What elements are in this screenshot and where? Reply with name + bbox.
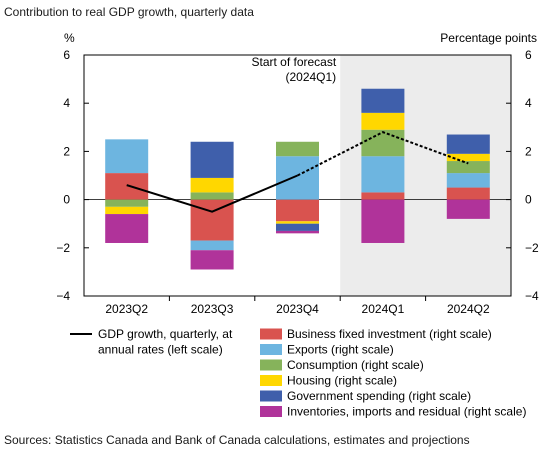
bar-segment — [361, 199, 405, 243]
bar-segment — [276, 230, 319, 234]
y-tick-label-left: −4 — [56, 289, 70, 303]
bar-segment — [361, 88, 405, 113]
x-tick-label: 2024Q2 — [447, 302, 490, 316]
legend-label-gdp: GDP growth, quarterly, at — [98, 327, 233, 341]
legend-swatch — [260, 344, 282, 355]
bar-segment — [105, 173, 149, 200]
x-tick-label: 2024Q1 — [362, 302, 405, 316]
chart-title: Contribution to real GDP growth, quarter… — [4, 5, 254, 19]
bar-segment — [190, 141, 234, 178]
x-tick-label: 2023Q2 — [105, 302, 148, 316]
chart-source: Sources: Statistics Canada and Bank of C… — [4, 433, 470, 447]
y-tick-label-right: −4 — [525, 289, 539, 303]
bar-segment — [361, 192, 405, 200]
bar-segment — [361, 129, 405, 157]
legend-label: Exports (right scale) — [287, 343, 394, 357]
gdp-line-forecast — [297, 131, 469, 177]
y-tick-label-right: 2 — [525, 144, 532, 158]
legend-swatch — [260, 359, 282, 371]
bar-segment — [361, 112, 405, 130]
bar-segment — [190, 192, 234, 200]
bar-segment — [361, 156, 405, 193]
bar-segment — [190, 177, 234, 193]
legend-label-gdp: annual rates (left scale) — [98, 343, 223, 357]
right-axis-label: Percentage points — [440, 31, 537, 45]
y-tick-label-right: 6 — [525, 48, 532, 62]
bar-segment — [105, 214, 149, 243]
y-tick-label-left: −2 — [56, 241, 70, 255]
forecast-annotation: Start of forecast — [251, 55, 336, 69]
bar-segment — [276, 221, 319, 224]
legend-label: Government spending (right scale) — [287, 389, 471, 403]
left-axis-label: % — [64, 31, 75, 45]
legend-label: Consumption (right scale) — [287, 358, 424, 372]
y-tick-label-left: 4 — [63, 96, 70, 110]
bar-segment — [105, 206, 149, 215]
legend-swatch — [260, 406, 282, 417]
y-tick-label-left: 0 — [63, 193, 70, 207]
legend-label: Housing (right scale) — [287, 374, 397, 388]
bar-segment — [446, 153, 490, 162]
bar-segment — [190, 240, 234, 251]
legend-swatch — [260, 390, 282, 402]
bar-segment — [276, 141, 319, 157]
y-tick-label-left: 6 — [63, 48, 70, 62]
bar-segment — [446, 199, 490, 219]
bar-segment — [446, 161, 490, 174]
bar-segment — [105, 199, 149, 207]
legend-swatch — [260, 375, 282, 386]
y-tick-label-left: 2 — [63, 144, 70, 158]
y-tick-label-right: −2 — [525, 241, 539, 255]
forecast-annotation: (2024Q1) — [285, 70, 336, 84]
bar-segment — [446, 134, 490, 154]
y-tick-label-right: 0 — [525, 193, 532, 207]
bar-segment — [105, 139, 149, 174]
legend-swatch — [260, 328, 282, 340]
bar-segment — [446, 173, 490, 188]
plot-frame — [83, 54, 512, 297]
bar-segment — [446, 187, 490, 200]
bar-segment — [276, 199, 319, 222]
gdp-line-actual — [126, 174, 298, 213]
y-tick-label-right: 4 — [525, 96, 532, 110]
legend-label: Inventories, imports and residual (right… — [287, 405, 526, 419]
x-tick-label: 2023Q4 — [276, 302, 319, 316]
bar-segment — [276, 223, 319, 231]
x-tick-label: 2023Q3 — [191, 302, 234, 316]
legend-label: Business fixed investment (right scale) — [287, 327, 492, 341]
bar-segment — [276, 156, 319, 200]
bar-segment — [190, 250, 234, 270]
